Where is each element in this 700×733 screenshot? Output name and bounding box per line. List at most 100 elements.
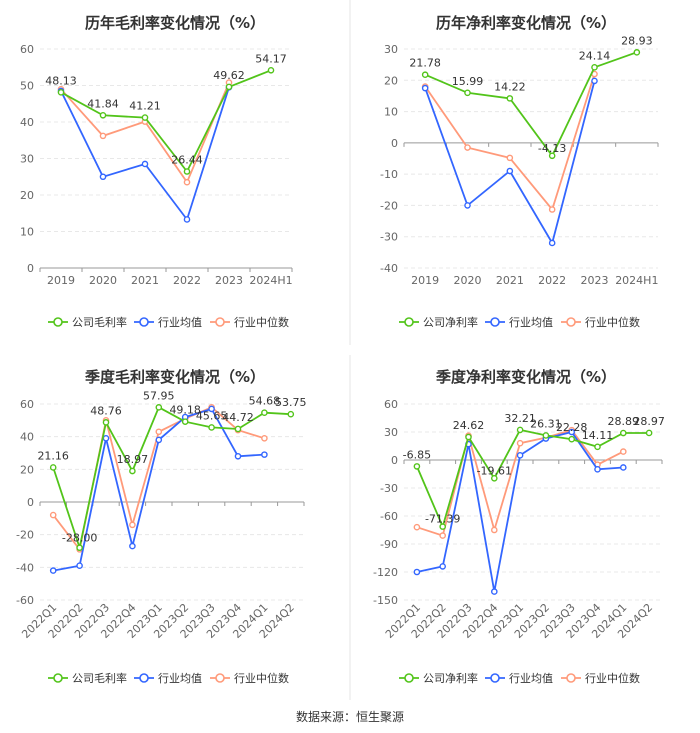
data-label: 24.62 xyxy=(453,419,485,432)
data-point-industry-avg xyxy=(620,464,627,471)
data-label: -4.13 xyxy=(538,142,566,155)
data-point-industry-avg xyxy=(208,405,215,413)
data-point-industry-median xyxy=(99,132,107,140)
chart-panel-1: 历年毛利率变化情况（%） 0 10 20 30 40 50 60 2019 2020 2021 202… xyxy=(20,14,293,329)
legend-swatch-marker xyxy=(404,317,414,327)
data-point-industry-avg xyxy=(548,239,556,247)
legend-swatch-marker xyxy=(490,673,500,683)
data-label: 49.62 xyxy=(213,69,245,82)
y-tick-label: 20 xyxy=(20,463,34,476)
data-point-company xyxy=(548,152,556,160)
data-point-company xyxy=(141,114,149,121)
data-label: -6.85 xyxy=(403,448,431,461)
data-point-industry-avg xyxy=(49,567,57,574)
data-point-industry-median xyxy=(506,154,514,162)
data-point-company xyxy=(591,64,598,71)
data-label: 53.75 xyxy=(275,396,307,409)
data-point-industry-median xyxy=(516,439,524,447)
data-label: 28.93 xyxy=(621,34,653,47)
data-label: 15.99 xyxy=(452,75,484,88)
data-point-company xyxy=(208,424,215,431)
data-point-industry-median xyxy=(155,428,163,436)
data-point-industry-median xyxy=(464,144,471,151)
y-tick-label: -20 xyxy=(16,529,34,542)
legend-label: 行业中位数 xyxy=(585,315,640,329)
data-point-company xyxy=(542,432,550,439)
data-label: -28.00 xyxy=(62,532,97,545)
data-point-industry-avg xyxy=(155,436,163,444)
series-line-industry-avg xyxy=(424,80,596,246)
legend-swatch-marker xyxy=(566,673,576,683)
legend-label: 行业中位数 xyxy=(234,315,289,329)
data-label: 41.21 xyxy=(129,100,161,113)
data-label: 24.14 xyxy=(579,49,611,62)
legend-swatch-marker xyxy=(53,673,63,683)
x-tick-label: 2023 xyxy=(581,274,609,287)
data-point-industry-avg xyxy=(439,563,447,570)
data-label: 14.11 xyxy=(582,429,614,442)
legend-swatch-marker xyxy=(139,317,149,327)
y-tick-label: 50 xyxy=(20,80,34,93)
series-line-company xyxy=(52,406,291,552)
y-tick-label: 30 xyxy=(384,43,398,56)
data-point-company xyxy=(181,418,189,425)
data-point-company xyxy=(49,464,57,471)
y-tick-label: -60 xyxy=(16,594,34,607)
data-label: 14.22 xyxy=(494,80,526,93)
y-tick-label: 60 xyxy=(384,398,398,411)
data-label: 57.95 xyxy=(143,389,175,402)
legend-swatch-marker xyxy=(215,317,225,327)
data-point-company xyxy=(568,435,576,443)
data-point-industry-avg xyxy=(99,173,107,181)
data-point-company xyxy=(287,410,295,418)
data-point-company xyxy=(261,409,268,416)
y-tick-label: 0 xyxy=(391,137,398,150)
data-label: 44.72 xyxy=(222,411,254,424)
data-point-industry-avg xyxy=(76,562,83,570)
data-source-note: 数据来源：恒生聚源 xyxy=(295,710,404,724)
data-point-industry-avg xyxy=(183,216,191,223)
x-tick-label: 2021 xyxy=(131,274,159,287)
data-point-industry-avg xyxy=(129,542,136,550)
data-label: 21.16 xyxy=(37,449,69,462)
data-label: 28.89 xyxy=(608,415,640,428)
data-label: 54.68 xyxy=(249,395,281,408)
data-point-company xyxy=(490,475,498,482)
series-line-company xyxy=(60,69,272,174)
data-point-company xyxy=(620,429,627,437)
legend-label: 公司净利率 xyxy=(423,671,478,685)
x-tick-label: 2019 xyxy=(47,274,75,287)
legend-label: 公司净利率 xyxy=(423,315,478,329)
data-point-industry-avg xyxy=(591,77,598,85)
y-tick-label: 10 xyxy=(384,106,398,119)
x-tick-label: 2020 xyxy=(454,274,482,287)
legend-swatch-marker xyxy=(566,317,576,327)
y-tick-label: 0 xyxy=(27,496,34,509)
data-point-company xyxy=(594,443,601,451)
data-point-industry-median xyxy=(548,206,556,213)
legend-label: 行业均值 xyxy=(509,672,553,685)
legend-swatch-marker xyxy=(53,317,63,327)
data-label: 49.18 xyxy=(169,404,201,417)
data-point-company xyxy=(183,168,191,175)
data-point-industry-avg xyxy=(516,452,524,459)
data-label: 26.31 xyxy=(530,417,562,430)
data-point-industry-median xyxy=(261,434,268,442)
data-point-company xyxy=(99,111,107,119)
data-point-company xyxy=(267,66,275,74)
data-point-industry-avg xyxy=(413,568,421,576)
y-tick-label: -90 xyxy=(380,538,398,551)
series-line-company xyxy=(416,428,650,530)
legend-swatch-marker xyxy=(404,673,414,683)
data-label: -19.61 xyxy=(477,464,512,477)
data-point-company xyxy=(439,523,447,530)
x-tick-label: 2024H1 xyxy=(249,274,292,287)
data-label: 41.84 xyxy=(87,97,119,110)
data-label: 26.44 xyxy=(171,153,203,166)
x-tick-label: 2024H1 xyxy=(615,274,658,287)
data-point-company xyxy=(76,544,83,552)
legend-label: 公司毛利率 xyxy=(72,671,127,685)
data-point-company xyxy=(102,419,110,426)
data-point-industry-avg xyxy=(594,466,601,473)
data-point-industry-avg xyxy=(102,434,110,442)
